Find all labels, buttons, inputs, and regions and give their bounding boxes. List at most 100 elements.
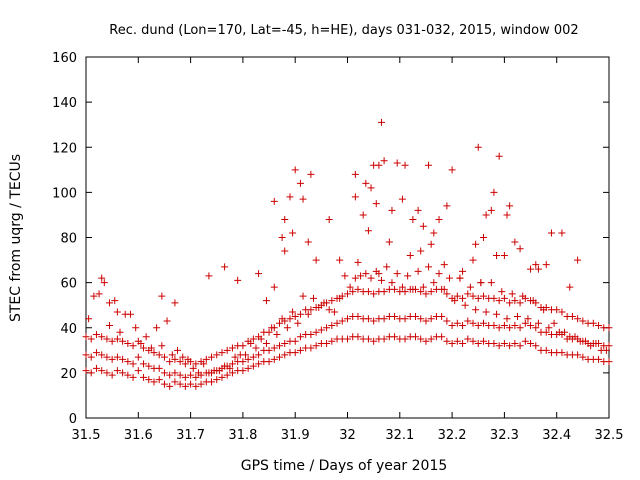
data-point xyxy=(140,373,148,381)
data-point xyxy=(116,328,124,336)
data-points xyxy=(82,118,613,390)
y-tick-label: 80 xyxy=(60,232,77,247)
data-point xyxy=(498,288,506,296)
data-point xyxy=(106,321,114,329)
data-point xyxy=(443,202,451,210)
data-point xyxy=(281,215,289,223)
data-point xyxy=(459,340,467,348)
data-point xyxy=(383,263,391,271)
data-point xyxy=(519,292,527,300)
data-point xyxy=(448,340,456,348)
data-point xyxy=(255,351,263,359)
data-point xyxy=(85,315,93,323)
data-point xyxy=(299,292,307,300)
data-point xyxy=(307,331,315,339)
data-point xyxy=(370,290,378,298)
data-point xyxy=(346,283,354,291)
data-point xyxy=(87,369,95,377)
data-point xyxy=(92,331,100,339)
data-point xyxy=(393,159,401,167)
data-point xyxy=(440,261,448,269)
data-point xyxy=(239,358,247,366)
data-point xyxy=(398,195,406,203)
data-point xyxy=(176,371,184,379)
data-point xyxy=(469,256,477,264)
data-point xyxy=(587,342,595,350)
data-point xyxy=(192,373,200,381)
data-point xyxy=(354,258,362,266)
data-point xyxy=(244,355,252,363)
data-point xyxy=(281,340,289,348)
data-point xyxy=(419,283,427,291)
data-point xyxy=(605,358,613,366)
data-point xyxy=(320,299,328,307)
data-point xyxy=(524,315,532,323)
data-point xyxy=(270,197,278,205)
data-point xyxy=(221,362,229,370)
data-point xyxy=(113,353,121,361)
data-point xyxy=(553,306,561,314)
x-tick-label: 32 xyxy=(339,428,356,443)
data-point xyxy=(228,360,236,368)
data-point xyxy=(234,276,242,284)
data-point xyxy=(459,294,467,302)
data-point xyxy=(364,227,372,235)
data-point xyxy=(294,319,302,327)
data-point xyxy=(197,380,205,388)
data-point xyxy=(299,195,307,203)
data-point xyxy=(364,315,372,323)
data-point xyxy=(119,355,127,363)
data-point xyxy=(98,274,106,282)
data-point xyxy=(479,319,487,327)
x-tick-label: 31.8 xyxy=(228,428,257,443)
data-point xyxy=(500,340,508,348)
data-point xyxy=(158,342,166,350)
data-point xyxy=(244,364,252,372)
data-point xyxy=(419,222,427,230)
data-point xyxy=(296,346,304,354)
data-point xyxy=(479,292,487,300)
x-axis-label: GPS time / Days of year 2015 xyxy=(241,458,448,474)
data-point xyxy=(336,294,344,302)
data-point xyxy=(325,306,333,314)
data-point xyxy=(453,292,461,300)
data-point xyxy=(286,315,294,323)
data-point xyxy=(286,193,294,201)
data-point xyxy=(513,312,521,320)
data-point xyxy=(192,360,200,368)
data-point xyxy=(296,310,304,318)
data-point xyxy=(228,369,236,377)
data-point xyxy=(409,285,417,293)
data-point xyxy=(265,358,273,366)
data-point xyxy=(344,290,351,298)
data-point xyxy=(571,333,579,341)
data-point xyxy=(425,263,433,271)
data-point xyxy=(344,335,351,343)
data-point xyxy=(516,245,524,253)
data-point xyxy=(370,161,378,169)
data-point xyxy=(113,308,121,316)
data-point xyxy=(223,346,231,354)
data-point xyxy=(574,315,582,323)
data-point xyxy=(493,310,501,318)
data-point xyxy=(579,317,587,325)
data-point xyxy=(532,324,540,332)
data-point xyxy=(380,335,388,343)
data-point xyxy=(362,179,370,187)
data-point xyxy=(140,360,148,368)
data-point xyxy=(435,270,443,278)
data-point xyxy=(430,279,438,287)
data-point xyxy=(121,310,129,318)
data-point xyxy=(213,376,221,384)
plot-frame xyxy=(85,56,610,419)
data-point xyxy=(464,335,472,343)
data-point xyxy=(145,376,153,384)
data-point xyxy=(364,335,372,343)
data-point xyxy=(108,337,116,345)
data-point xyxy=(194,369,202,377)
data-point xyxy=(179,353,187,361)
data-point xyxy=(124,340,132,348)
data-point xyxy=(479,337,487,345)
data-point xyxy=(276,342,284,350)
data-point xyxy=(349,288,357,296)
